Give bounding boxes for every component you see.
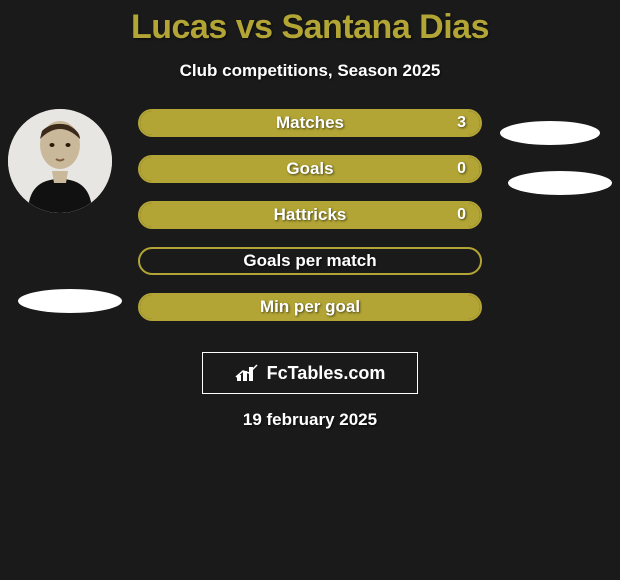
stat-bar-label: Goals per match <box>243 251 376 271</box>
stat-bar-label: Min per goal <box>260 297 360 317</box>
logo-box: FcTables.com <box>202 352 418 394</box>
stat-bar: Goals per match <box>138 247 482 275</box>
stat-bar: Matches 3 <box>138 109 482 137</box>
stat-oval-right-2 <box>508 171 612 195</box>
stat-bars: Matches 3 Goals 0 Hattricks 0 Goals per … <box>138 109 482 339</box>
stat-bar-label: Hattricks <box>274 205 347 225</box>
stat-oval-left <box>18 289 122 313</box>
avatar-placeholder-icon <box>8 109 112 213</box>
player-avatar-left <box>8 109 112 213</box>
page-title: Lucas vs Santana Dias <box>0 0 620 47</box>
stat-bar: Hattricks 0 <box>138 201 482 229</box>
stat-bar-label: Matches <box>276 113 344 133</box>
stat-bar-value: 0 <box>457 206 466 224</box>
stat-bar-label: Goals <box>286 159 333 179</box>
subtitle: Club competitions, Season 2025 <box>0 61 620 81</box>
stat-bar-value: 0 <box>457 160 466 178</box>
logo-text: FcTables.com <box>267 363 386 384</box>
bar-chart-icon <box>235 363 261 383</box>
stat-oval-right-1 <box>500 121 600 145</box>
stat-bar: Min per goal <box>138 293 482 321</box>
date-text: 19 february 2025 <box>0 410 620 430</box>
stat-bar: Goals 0 <box>138 155 482 183</box>
stat-bar-value: 3 <box>457 114 466 132</box>
